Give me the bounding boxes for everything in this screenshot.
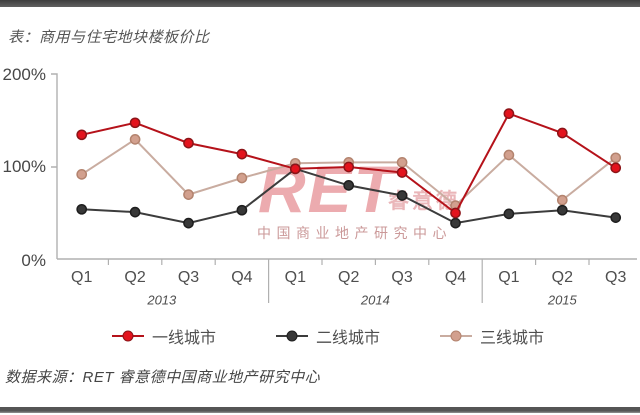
chart-title: 表：商用与住宅地块楼板价比 (8, 29, 210, 46)
data-point-tier3-2013-Q2 (129, 134, 141, 145)
data-point-tier1-2013-Q4 (236, 148, 248, 160)
data-point-tier2-2013-Q2 (129, 206, 141, 218)
data-point-tier2-2013-Q1 (76, 203, 88, 215)
data-point-tier2-2014-Q4 (450, 217, 461, 229)
data-point-tier3-2015-Q3 (610, 152, 622, 164)
data-point-tier1-2014-Q1 (289, 163, 301, 175)
data-point-tier2-2014-Q2 (343, 180, 355, 191)
data-point-tier1-2014-Q2 (343, 161, 355, 173)
top-border-bar (0, 0, 640, 7)
data-point-tier2-2015-Q2 (556, 204, 568, 216)
data-point-tier1-2013-Q3 (183, 137, 194, 149)
data-point-tier1-2015-Q1 (503, 108, 515, 119)
data-point-tier1-2015-Q2 (556, 127, 568, 139)
data-point-tier2-2014-Q3 (396, 190, 408, 201)
data-point-tier2-2015-Q1 (503, 208, 515, 220)
y-tick-200: 200% (2, 65, 46, 84)
axes (51, 73, 637, 260)
data-point-tier2-2013-Q4 (236, 204, 248, 216)
data-point-tier1-2015-Q3 (610, 162, 622, 174)
y-tick-100: 100% (2, 157, 46, 176)
bottom-border-bar (0, 407, 640, 413)
series-line-tier3 (81, 138, 617, 207)
data-point-tier3-2015-Q2 (556, 194, 568, 206)
data-point-tier1-2013-Q1 (76, 129, 88, 141)
data-point-tier3-2015-Q1 (503, 149, 515, 161)
data-point-tier2-2015-Q3 (610, 212, 622, 223)
data-point-tier1-2014-Q3 (396, 167, 408, 178)
data-point-tier3-2013-Q4 (236, 172, 248, 184)
y-tick-0: 0% (21, 251, 46, 270)
data-point-tier1-2013-Q2 (129, 117, 141, 129)
data-source-note: 数据来源：RET 睿意德中国商业地产研究中心 (5, 369, 321, 386)
data-point-tier3-2014-Q3 (396, 157, 408, 168)
data-point-tier1-2014-Q4 (450, 207, 461, 219)
data-point-tier2-2013-Q3 (183, 217, 194, 229)
data-point-tier3-2013-Q1 (76, 169, 88, 180)
data-point-tier3-2013-Q3 (183, 189, 194, 200)
